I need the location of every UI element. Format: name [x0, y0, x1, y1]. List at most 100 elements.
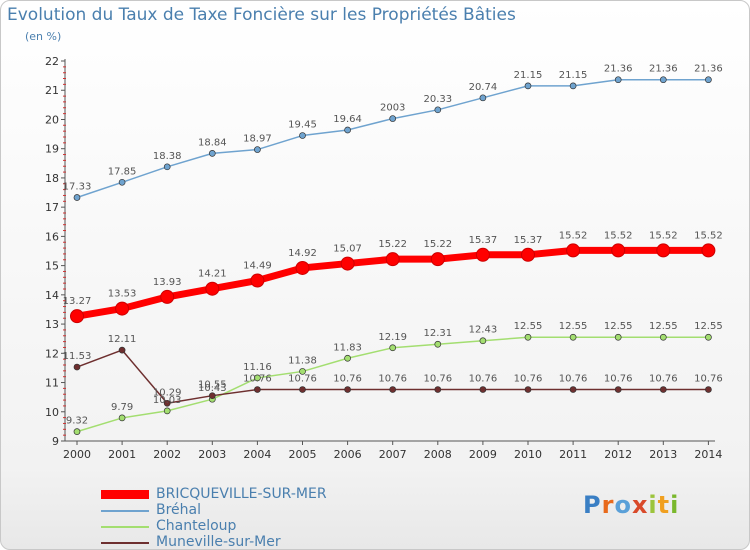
data-label-bricqueville: 14.49 — [243, 261, 272, 272]
data-label-bricqueville: 15.37 — [469, 235, 498, 246]
data-label-bricqueville: 13.53 — [108, 289, 137, 300]
data-point-muneville — [299, 386, 306, 393]
data-label-chanteloup: 12.55 — [649, 321, 678, 332]
legend-swatch-muneville — [101, 542, 149, 544]
data-label-brehal: 21.36 — [649, 64, 678, 75]
data-point-muneville — [569, 386, 577, 393]
data-point-muneville — [389, 386, 397, 393]
data-point-muneville — [254, 386, 261, 393]
data-point-bricqueville — [340, 256, 355, 271]
data-label-muneville: 12.11 — [108, 334, 137, 345]
data-point-brehal — [163, 163, 171, 171]
data-label-brehal: 19.45 — [288, 120, 317, 131]
data-point-bricqueville — [521, 247, 535, 262]
data-label-bricqueville: 14.21 — [198, 269, 227, 280]
data-point-brehal — [524, 82, 532, 90]
data-label-muneville: 10.29 — [153, 387, 182, 398]
y-tick-label: 20 — [45, 113, 59, 126]
data-point-chanteloup — [118, 414, 126, 422]
data-point-muneville — [118, 346, 126, 354]
data-point-brehal — [705, 76, 712, 84]
logo-letter: i — [670, 491, 680, 519]
data-point-brehal — [344, 126, 351, 134]
y-tick-label: 12 — [45, 347, 59, 360]
y-tick-label: 22 — [45, 55, 59, 68]
y-tick-label: 19 — [45, 143, 59, 156]
data-point-brehal — [299, 132, 306, 139]
data-point-chanteloup — [705, 333, 712, 341]
data-point-brehal — [614, 76, 622, 84]
data-point-chanteloup — [524, 333, 532, 341]
y-tick-label: 10 — [45, 406, 59, 419]
logo-letter: P — [583, 491, 602, 519]
data-point-chanteloup — [163, 407, 171, 415]
data-label-muneville: 11.53 — [63, 351, 92, 362]
data-point-brehal — [434, 106, 442, 114]
data-point-bricqueville — [385, 252, 400, 267]
data-label-chanteloup: 10.43 — [198, 383, 227, 394]
data-label-chanteloup: 11.83 — [333, 342, 362, 353]
data-label-brehal: 20.74 — [469, 82, 498, 93]
data-point-brehal — [389, 115, 397, 122]
data-label-brehal: 18.84 — [198, 137, 227, 148]
x-tick-label: 2012 — [604, 448, 632, 461]
data-label-muneville: 10.55 — [198, 380, 227, 391]
data-label-brehal: 21.36 — [604, 64, 633, 75]
data-label-brehal: 18.97 — [243, 134, 272, 145]
y-tick-label: 13 — [45, 318, 59, 331]
data-point-muneville — [614, 386, 622, 393]
data-label-chanteloup: 12.31 — [423, 328, 452, 339]
data-label-brehal: 2003 — [380, 103, 405, 114]
data-point-muneville — [479, 386, 487, 393]
data-point-bricqueville — [295, 260, 310, 275]
logo-letter: i — [648, 491, 658, 519]
legend-label-chanteloup: Chanteloup — [156, 518, 237, 534]
data-point-brehal — [659, 76, 667, 84]
data-label-chanteloup: 9.79 — [111, 402, 133, 413]
x-tick-label: 2004 — [243, 448, 271, 461]
logo-letter: r — [601, 491, 615, 519]
x-tick-label: 2000 — [63, 448, 91, 461]
logo-letter: o — [614, 491, 632, 519]
data-label-muneville: 10.76 — [514, 374, 543, 385]
data-label-bricqueville: 15.52 — [649, 230, 678, 241]
data-label-chanteloup: 12.43 — [469, 325, 498, 336]
data-label-bricqueville: 15.37 — [514, 235, 543, 246]
data-label-muneville: 10.76 — [694, 374, 723, 385]
data-point-muneville — [659, 386, 667, 393]
legend-label-muneville: Muneville-sur-Mer — [156, 534, 281, 550]
data-point-chanteloup — [254, 374, 261, 382]
x-tick-label: 2002 — [153, 448, 181, 461]
data-label-muneville: 10.76 — [378, 374, 407, 385]
data-label-muneville: 10.76 — [649, 374, 678, 385]
data-point-bricqueville — [205, 281, 220, 296]
x-tick-label: 2013 — [649, 448, 677, 461]
x-tick-label: 2014 — [694, 448, 722, 461]
legend-swatch-chanteloup — [101, 526, 149, 528]
data-label-chanteloup: 12.55 — [514, 321, 543, 332]
data-label-brehal: 20.33 — [423, 94, 452, 105]
data-point-bricqueville — [70, 309, 84, 324]
data-label-muneville: 10.76 — [559, 374, 588, 385]
data-label-bricqueville: 15.07 — [333, 244, 362, 255]
y-tick-label: 11 — [45, 377, 59, 390]
x-tick-label: 2008 — [424, 448, 452, 461]
data-label-bricqueville: 15.52 — [559, 230, 588, 241]
data-label-brehal: 19.64 — [333, 114, 362, 125]
x-tick-label: 2006 — [334, 448, 362, 461]
data-point-chanteloup — [434, 340, 442, 348]
data-label-chanteloup: 12.55 — [604, 321, 633, 332]
x-tick-label: 2010 — [514, 448, 542, 461]
data-point-chanteloup — [389, 344, 397, 352]
data-label-chanteloup: 11.38 — [288, 355, 317, 366]
data-point-chanteloup — [299, 368, 306, 375]
data-point-chanteloup — [614, 333, 622, 341]
data-label-chanteloup: 9.32 — [66, 416, 88, 427]
data-point-bricqueville — [611, 243, 626, 258]
data-label-chanteloup: 12.55 — [559, 321, 588, 332]
proxiti-logo: Proxiti — [583, 491, 679, 519]
data-label-chanteloup: 12.19 — [378, 332, 407, 343]
data-label-bricqueville: 13.27 — [63, 296, 92, 307]
